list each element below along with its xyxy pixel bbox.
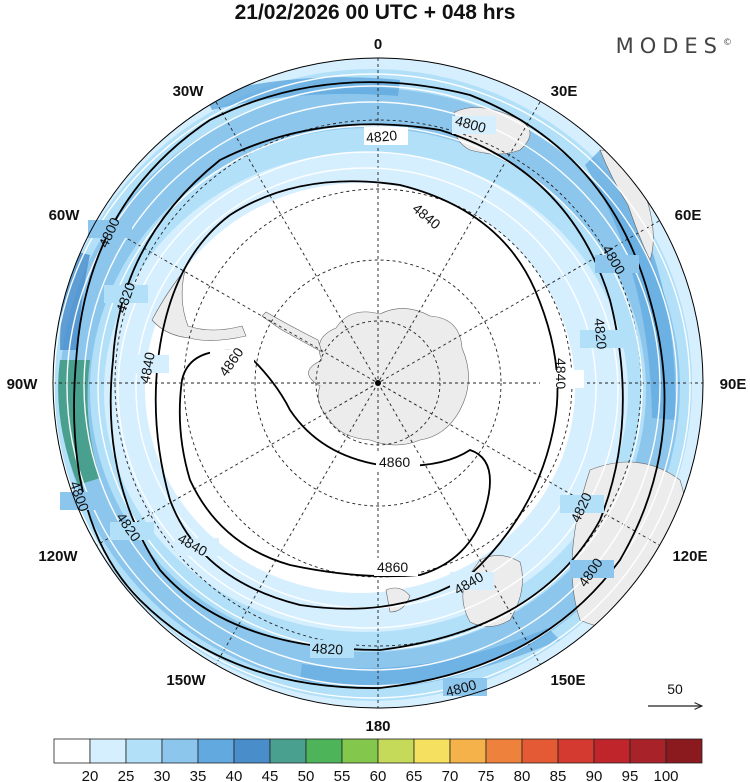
contour-4860	[178, 349, 491, 578]
colorbar-tick-label: 20	[82, 768, 99, 782]
reference-vector-label: 50	[667, 681, 683, 697]
contour-label: 4800	[454, 112, 488, 136]
reference-vector: 50	[648, 681, 702, 706]
map-title: 21/02/2026 00 UTC + 048 hrs	[234, 1, 516, 24]
map-boundary	[52, 57, 704, 709]
lon-label-150e: 150E	[550, 672, 585, 689]
brand-logo: MODES©	[615, 34, 732, 58]
colorbar-swatch	[485, 738, 523, 764]
colorbar-swatch	[593, 738, 631, 764]
colorbar: 20 25 30 35 40 45 50 55 60 65 70 75 80 85 90 95 100	[53, 738, 703, 782]
contour-label: 4820	[365, 127, 398, 146]
colorbar-swatch	[161, 738, 199, 764]
lon-label-60e: 60E	[675, 207, 702, 224]
colorbar-swatch	[233, 738, 271, 764]
colorbar-swatch	[557, 738, 595, 764]
colorbar-swatch	[197, 738, 235, 764]
colorbar-tick-label: 100	[653, 768, 678, 782]
colorbar-swatch	[665, 738, 703, 764]
colorbar-tick-label: 75	[478, 768, 495, 782]
colorbar-swatch	[449, 738, 487, 764]
lon-label-60w: 60W	[49, 207, 81, 224]
colorbar-swatch	[521, 738, 559, 764]
colorbar-tick-label: 55	[334, 768, 351, 782]
contour-label: 4840	[553, 358, 569, 389]
colorbar-swatch	[377, 738, 415, 764]
colorbar-swatch	[269, 738, 307, 764]
colorbar-tick-label: 60	[370, 768, 387, 782]
colorbar-swatch	[413, 738, 451, 764]
colorbar-swatch	[305, 738, 343, 764]
lon-label-90w: 90W	[7, 376, 39, 393]
colorbar-tick-label: 35	[190, 768, 207, 782]
lon-label-0: 0	[374, 36, 382, 53]
colorbar-swatch	[89, 738, 127, 764]
colorbar-tick-label: 85	[550, 768, 567, 782]
lon-label-180: 180	[365, 718, 390, 735]
contour-label: 4800	[444, 676, 478, 700]
contour-label-group: 4800 4820 4840 4860 4860 4860 4800 4820 …	[60, 112, 639, 700]
contour-label: 4860	[377, 559, 408, 575]
lon-label-30e: 30E	[551, 83, 578, 100]
colorbar-tick-label: 30	[154, 768, 171, 782]
colorbar-swatch	[341, 738, 379, 764]
jet-max-area	[58, 360, 100, 485]
colorbar-tick-label: 80	[514, 768, 531, 782]
colorbar-tick-label: 25	[118, 768, 135, 782]
lon-label-120w: 120W	[38, 548, 78, 565]
longitude-labels: 0 30E 60E 90E 120E 150E 180 150W 120W 90…	[7, 36, 747, 735]
lon-label-90e: 90E	[720, 376, 747, 393]
lon-label-150w: 150W	[166, 672, 206, 689]
colorbar-tick-label: 95	[622, 768, 639, 782]
colorbar-swatch	[629, 738, 667, 764]
colorbar-tick-label: 65	[406, 768, 423, 782]
contour-label: 4840	[137, 351, 158, 385]
lon-label-30w: 30W	[173, 83, 205, 100]
colorbar-tick-label: 40	[226, 768, 243, 782]
colorbar-tick-label: 45	[262, 768, 279, 782]
contour-4800	[73, 81, 666, 689]
colorbar-tick-label: 70	[442, 768, 459, 782]
colorbar-swatch	[53, 738, 91, 764]
contour-label: 4820	[312, 640, 344, 658]
south-pole-dot	[375, 380, 381, 386]
colorbar-swatch	[125, 738, 163, 764]
contour-label: 4820	[591, 317, 610, 350]
contour-label: 4860	[379, 454, 410, 470]
lon-label-120e: 120E	[672, 548, 707, 565]
colorbar-tick-label: 90	[586, 768, 603, 782]
colorbar-tick-label: 50	[298, 768, 315, 782]
contour-4820	[109, 123, 624, 651]
